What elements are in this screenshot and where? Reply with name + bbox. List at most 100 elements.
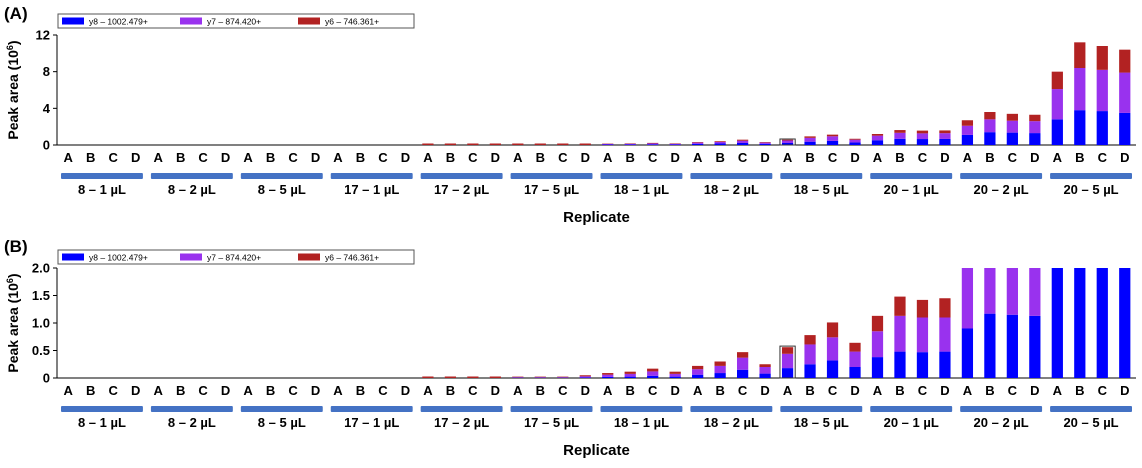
replicate-label: B: [176, 383, 185, 398]
replicate-label: D: [221, 383, 230, 398]
bar-y8-37: [894, 138, 906, 145]
legend-label-y8: y8 – 1002.479+: [89, 17, 148, 27]
replicate-label: C: [648, 150, 658, 165]
bar-y8-29: [714, 373, 726, 378]
replicate-label: B: [805, 383, 814, 398]
bar-y6-29: [714, 141, 726, 142]
replicate-label: B: [176, 150, 185, 165]
bar-y8-39: [939, 351, 951, 378]
panel-label: (A): [4, 4, 28, 23]
bar-y6-37: [894, 130, 906, 133]
bar-y7-44: [1051, 89, 1063, 120]
replicate-label: D: [401, 150, 410, 165]
bar-y7-28: [692, 369, 704, 375]
replicate-label: B: [86, 150, 95, 165]
replicate-label: C: [378, 150, 388, 165]
replicate-label: A: [603, 383, 613, 398]
bar-y7-47: [1119, 72, 1131, 113]
group-label: 18 – 5 µL: [794, 182, 849, 197]
y-tick-label: 8: [43, 64, 50, 79]
bar-y7-22: [557, 377, 569, 378]
bar-y7-39: [939, 317, 951, 352]
group-label: 18 – 2 µL: [704, 415, 759, 430]
bar-y8-47: [1119, 268, 1131, 378]
group-label: 18 – 1 µL: [614, 415, 669, 430]
legend-label-y7: y7 – 874.420+: [207, 253, 261, 263]
bar-y7-40: [961, 125, 974, 135]
bar-trace-23: [579, 143, 591, 145]
bar-y7-24: [602, 374, 614, 377]
replicate-label: A: [873, 383, 883, 398]
group-bar: [600, 406, 683, 412]
bar-y7-42: [1006, 120, 1018, 133]
replicate-label: D: [760, 383, 769, 398]
bar-y8-37: [894, 351, 906, 378]
x-axis-label: Replicate: [563, 209, 630, 226]
bar-y7-27: [669, 143, 681, 145]
group-bar: [240, 173, 323, 179]
replicate-label: D: [221, 150, 230, 165]
group-label: 18 – 5 µL: [794, 415, 849, 430]
bar-y7-41: [984, 268, 996, 314]
chart-panel-b: (B) y8 – 1002.479+ y7 – 874.420+ y6 – 746.3…: [4, 237, 1136, 459]
bar-y7-34: [826, 136, 839, 141]
group-label: 18 – 1 µL: [614, 182, 669, 197]
bar-y7-31: [759, 367, 771, 374]
bar-y8-44: [1051, 268, 1063, 378]
replicate-label: B: [356, 150, 365, 165]
replicate-label: A: [963, 383, 973, 398]
bar-y8-28: [692, 143, 704, 145]
legend-box: [57, 13, 415, 29]
bar-y8-45: [1074, 268, 1086, 378]
replicate-label: C: [558, 150, 568, 165]
replicate-label: C: [648, 383, 658, 398]
bar-y6-31: [759, 142, 771, 143]
replicate-label: D: [1030, 150, 1039, 165]
bar-y8-38: [916, 139, 929, 145]
replicate-label: A: [333, 150, 343, 165]
y-axis-label-main: Peak area (10: [5, 283, 21, 373]
bar-y8-24: [602, 376, 614, 378]
y-tick-label: 0: [43, 371, 50, 386]
bar-y7-35: [849, 139, 861, 143]
group-bar: [690, 406, 773, 412]
replicate-label: C: [468, 150, 478, 165]
bar-y7-42: [1006, 268, 1018, 315]
legend-swatch-y6: [298, 253, 320, 261]
replicate-label: A: [333, 383, 343, 398]
bar-y7-40: [961, 268, 974, 329]
bar-y6-32: [781, 139, 794, 141]
y-tick-label: 12: [36, 28, 50, 43]
bar-trace-17: [444, 376, 457, 378]
legend-swatch-y6: [298, 17, 320, 25]
bar-y7-21: [534, 377, 546, 378]
bar-y7-29: [714, 365, 726, 374]
group-label: 8 – 1 µL: [78, 182, 126, 197]
bar-y6-30: [736, 352, 749, 358]
bar-y6-46: [1096, 46, 1108, 70]
bar-y8-35: [849, 367, 861, 378]
replicate-label: A: [153, 383, 163, 398]
group-bar: [420, 406, 503, 412]
group-label: 17 – 1 µL: [344, 182, 399, 197]
bar-y6-34: [826, 322, 839, 338]
group-bar: [960, 406, 1043, 412]
replicate-label: C: [1008, 383, 1018, 398]
replicate-label: D: [491, 150, 500, 165]
legend-swatch-y7: [180, 17, 202, 25]
group-bar: [870, 173, 953, 179]
bar-y6-22: [557, 376, 569, 378]
bar-y6-23: [579, 375, 591, 377]
legend-label-y6: y6 – 746.361+: [325, 17, 379, 27]
bar-y8-30: [736, 369, 749, 378]
group-bar: [240, 406, 323, 412]
bar-y7-38: [916, 133, 929, 140]
replicate-label: D: [131, 383, 140, 398]
bar-y8-41: [984, 313, 996, 378]
replicate-label: B: [266, 383, 275, 398]
highlight-box: [779, 138, 796, 146]
group-label: 8 – 2 µL: [168, 182, 216, 197]
replicate-label: C: [558, 383, 568, 398]
group-label: 18 – 2 µL: [704, 182, 759, 197]
bar-y6-33: [804, 335, 816, 345]
